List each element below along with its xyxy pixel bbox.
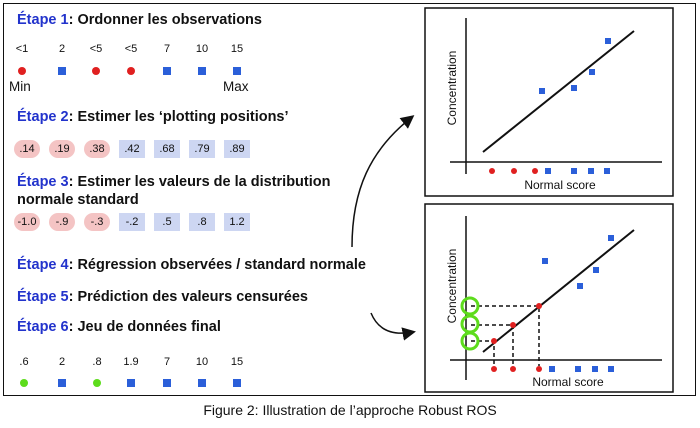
detected-point — [588, 168, 594, 174]
detected-point — [542, 258, 548, 264]
censored-point — [536, 366, 542, 372]
censored-point — [491, 366, 497, 372]
final-value: 15 — [230, 356, 244, 368]
final-value: 7 — [163, 356, 171, 368]
imputed-circle-marker — [93, 379, 101, 387]
detected-point — [589, 69, 595, 75]
predicted-point — [510, 322, 516, 328]
step-1-value: 2 — [58, 43, 66, 55]
regression-line — [482, 30, 635, 153]
step-1-value: 15 — [230, 43, 244, 55]
detected-square-marker — [58, 379, 66, 387]
imputed-circle — [460, 331, 480, 351]
predicted-point — [536, 303, 542, 309]
detected-point — [593, 267, 599, 273]
step-1-value: 10 — [195, 43, 209, 55]
step-1-heading: Étape 1: Ordonner les observations — [17, 12, 262, 28]
plotting-position-detected: .79 — [189, 140, 215, 158]
final-value: 2 — [58, 356, 66, 368]
prediction-panel — [424, 203, 674, 393]
final-value: 10 — [195, 356, 209, 368]
regression-panel — [424, 7, 674, 197]
detected-square-marker — [198, 67, 206, 75]
detected-point — [608, 235, 614, 241]
step-1-value: <5 — [124, 43, 138, 55]
figure-frame — [3, 3, 696, 396]
censored-circle-marker — [18, 67, 26, 75]
detected-point — [604, 168, 610, 174]
detected-square-marker — [58, 67, 66, 75]
normal-score-detected: 1.2 — [224, 213, 250, 231]
final-value: .8 — [92, 356, 102, 368]
detected-point — [571, 85, 577, 91]
censored-circle-marker — [92, 67, 100, 75]
y-axis-label: Concentration — [445, 51, 459, 126]
normal-score-detected: -.2 — [119, 213, 145, 231]
censored-circle-marker — [127, 67, 135, 75]
max-label: Max — [223, 79, 249, 94]
step-1-value: <1 — [15, 43, 29, 55]
plotting-position-censored: .19 — [49, 140, 75, 158]
censored-point — [489, 168, 495, 174]
x-axis-label: Normal score — [532, 375, 604, 389]
detected-square-marker — [233, 379, 241, 387]
detected-point — [608, 366, 614, 372]
final-value: .6 — [19, 356, 29, 368]
detected-square-marker — [198, 379, 206, 387]
normal-score-detected: .5 — [154, 213, 180, 231]
step-3-heading-line2: normale standard — [17, 192, 139, 208]
plotting-position-censored: .38 — [84, 140, 110, 158]
detected-point — [549, 366, 555, 372]
detected-square-marker — [163, 67, 171, 75]
detected-point — [575, 366, 581, 372]
step-6-heading: Étape 6: Jeu de données final — [17, 319, 221, 335]
final-value: 1.9 — [123, 356, 139, 368]
normal-score-censored: -.3 — [84, 213, 110, 231]
arrow-to-regression-panel — [351, 115, 415, 248]
detected-point — [592, 366, 598, 372]
min-label: Min — [9, 79, 31, 94]
step-1-value: <5 — [89, 43, 103, 55]
step-2-heading: Étape 2: Estimer les ‘plotting positions… — [17, 109, 289, 125]
censored-point — [510, 366, 516, 372]
x-axis-label: Normal score — [524, 178, 596, 192]
arrow-to-prediction-panel — [370, 312, 416, 341]
imputed-circle — [460, 296, 480, 316]
censored-point — [511, 168, 517, 174]
detected-point — [545, 168, 551, 174]
predicted-point — [491, 338, 497, 344]
normal-score-censored: -1.0 — [14, 213, 40, 231]
detected-square-marker — [233, 67, 241, 75]
detected-point — [577, 283, 583, 289]
figure-caption: Figure 2: Illustration de l’approche Rob… — [203, 402, 497, 418]
detected-point — [539, 88, 545, 94]
imputed-circle-marker — [20, 379, 28, 387]
plotting-position-detected: .68 — [154, 140, 180, 158]
normal-score-censored: -.9 — [49, 213, 75, 231]
detected-square-marker — [127, 379, 135, 387]
step-5-heading: Étape 5: Prédiction des valeurs censurée… — [17, 289, 308, 305]
normal-score-detected: .8 — [189, 213, 215, 231]
plotting-position-detected: .42 — [119, 140, 145, 158]
step-1-value: 7 — [163, 43, 171, 55]
detected-point — [605, 38, 611, 44]
plotting-position-censored: .14 — [14, 140, 40, 158]
plotting-position-detected: .89 — [224, 140, 250, 158]
step-3-heading: Étape 3: Estimer les valeurs de la distr… — [17, 174, 331, 190]
detected-square-marker — [163, 379, 171, 387]
y-axis-label: Concentration — [445, 249, 459, 324]
censored-point — [532, 168, 538, 174]
step-4-heading: Étape 4: Régression observées / standard… — [17, 257, 366, 273]
regression-line — [482, 229, 635, 353]
detected-point — [571, 168, 577, 174]
